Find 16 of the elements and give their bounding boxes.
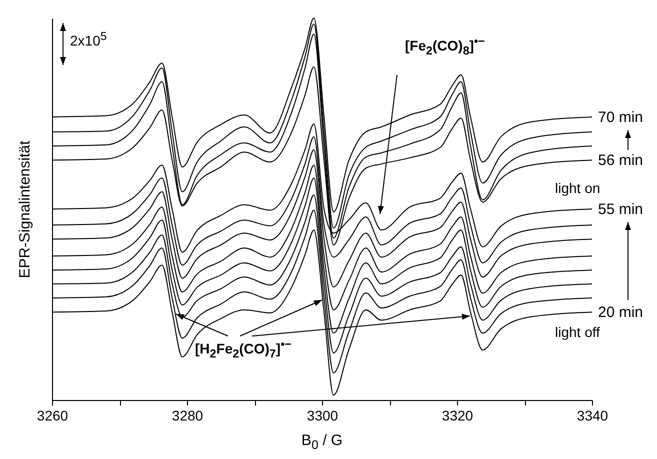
- legend-label: 56 min: [598, 152, 644, 170]
- annotation: 2x10$^{5}$: [70, 30, 107, 49]
- annotation: [Fe$_{2}$(CO)$_{8}$]$^{•−}$: [405, 35, 485, 58]
- x-tick-label: 3280: [172, 408, 204, 424]
- series-label: 20 min: [598, 304, 644, 322]
- series-label: 55 min: [598, 201, 644, 218]
- x-tick-label: 3300: [306, 408, 338, 424]
- x-tick-label: 3260: [36, 408, 68, 424]
- x-tick-label: 3320: [442, 408, 474, 424]
- x-axis-title: B$_{0}$ / G: [301, 432, 343, 452]
- annotation: [H$_{2}$Fe$_{2}$(CO)$_{7}$]$^{•−}$: [195, 338, 292, 360]
- x-tick-label: 3340: [576, 408, 608, 424]
- y-axis-title: EPR-Signalintensität: [16, 140, 34, 278]
- annotation: light off: [555, 324, 600, 340]
- series-label: 70 min: [598, 108, 644, 126]
- annotation: light on: [555, 180, 600, 196]
